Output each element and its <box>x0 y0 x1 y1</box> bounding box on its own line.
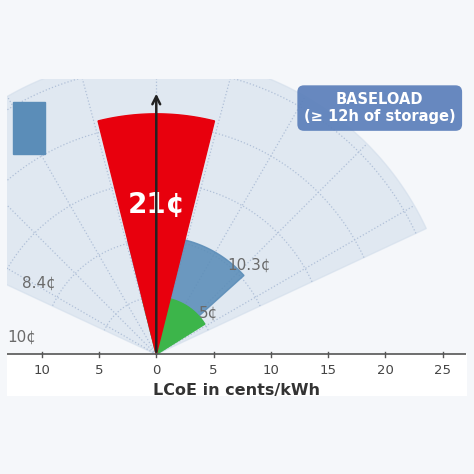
Text: 15: 15 <box>319 364 337 377</box>
Polygon shape <box>0 56 426 355</box>
Text: 10¢: 10¢ <box>7 330 36 345</box>
Text: BASELOAD
(≥ 12h of storage): BASELOAD (≥ 12h of storage) <box>304 92 456 124</box>
Polygon shape <box>98 114 215 355</box>
Polygon shape <box>128 237 244 355</box>
Text: LCoE in cents/kWh: LCoE in cents/kWh <box>153 383 320 398</box>
Text: 10: 10 <box>33 364 50 377</box>
Text: 21¢: 21¢ <box>128 191 185 219</box>
Text: 5: 5 <box>95 364 103 377</box>
Text: 25: 25 <box>434 364 451 377</box>
Text: 20: 20 <box>377 364 394 377</box>
Polygon shape <box>142 297 205 355</box>
Text: 0: 0 <box>152 364 161 377</box>
Text: 8.4¢: 8.4¢ <box>22 276 55 291</box>
Bar <box>13 102 45 154</box>
Text: 5: 5 <box>210 364 218 377</box>
Text: 5¢: 5¢ <box>199 306 218 321</box>
Text: 10: 10 <box>263 364 279 377</box>
Text: 10.3¢: 10.3¢ <box>227 258 270 273</box>
